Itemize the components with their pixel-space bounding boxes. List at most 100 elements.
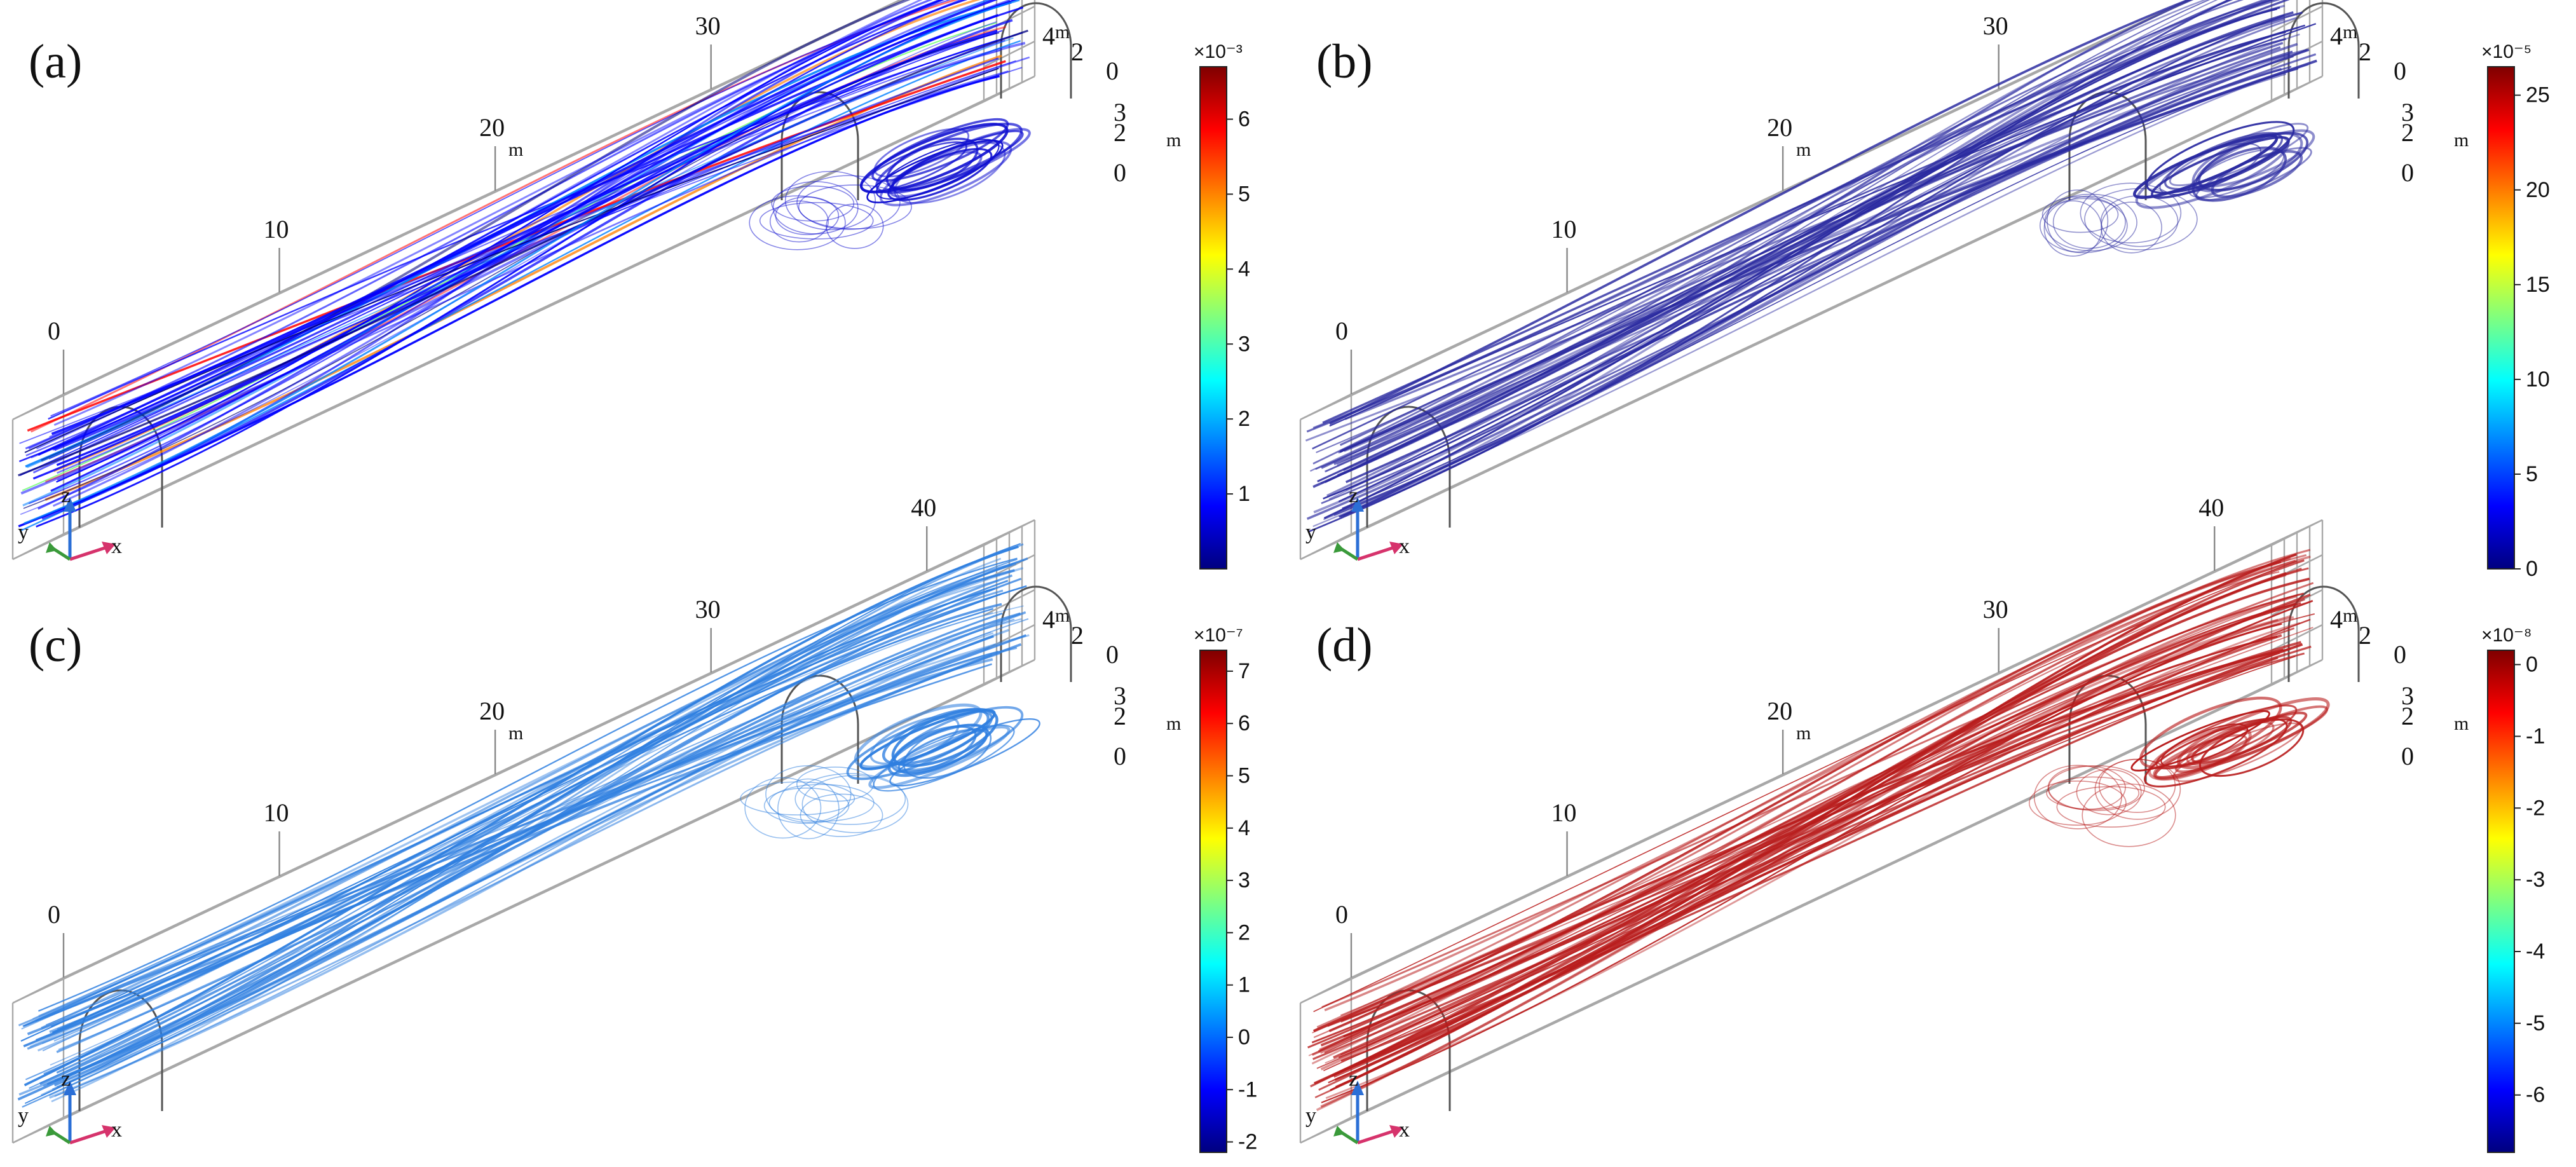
streamline [1315, 55, 2294, 470]
z-tick-label: 2 [2401, 118, 2414, 147]
colorbar: ×10⁻⁸ 0 -1 -2 -3 -4 -5 -6 [2481, 625, 2545, 1153]
y-tick-label: 2 [2359, 621, 2371, 650]
axis-triad: z x y [18, 484, 122, 561]
y-axis-unit: m [2343, 22, 2357, 43]
streamline [1320, 575, 2287, 1054]
recirculation-loop [784, 170, 876, 231]
z-tick-label: 0 [1114, 742, 1126, 770]
streamline [51, 652, 1001, 1091]
z-tick-label: 2 [1114, 702, 1126, 730]
y-tick-label: 4 [1042, 605, 1055, 634]
streamline [1338, 24, 2306, 503]
colorbar-tick-label: -2 [2526, 796, 2545, 820]
streamline [27, 60, 1006, 432]
y-axis-letter: y [18, 1104, 29, 1128]
z-tick-label: 3 [2401, 98, 2414, 126]
streamline [1329, 23, 2317, 427]
x-axis-unit: m [508, 723, 523, 744]
streamline [53, 0, 945, 427]
recirculation-loop [794, 773, 906, 825]
z-axis-unit: m [2454, 713, 2469, 734]
colorbar: ×10⁻⁵ 25 20 15 10 5 0 [2481, 41, 2550, 581]
colorbar-tick-label: -1 [2526, 724, 2545, 748]
y-arrow-head [1333, 542, 1345, 553]
colorbar-tick-label: -6 [2526, 1083, 2545, 1107]
streamlines [1305, 0, 2317, 533]
colorbar-tick-label: 2 [1238, 920, 1250, 945]
streamline [24, 0, 1020, 524]
colorbar-tick-label: 7 [1238, 659, 1250, 683]
y-axis-unit: m [1055, 605, 1070, 626]
recirculation-loop [873, 128, 970, 178]
streamline [57, 56, 1030, 474]
y-axis-letter: y [18, 521, 29, 544]
streamline [1328, 0, 2218, 500]
colorbar-tick-label: 2 [1238, 407, 1250, 431]
axis-triad: z x y [1305, 484, 1410, 561]
streamline [1342, 53, 2317, 472]
streamline [1323, 655, 2296, 1072]
domain-box [1299, 0, 2324, 561]
x-tick-label: 20 [1767, 113, 1792, 142]
x-tick-label: 20 [479, 113, 505, 142]
x-tick-label: 20 [479, 697, 505, 725]
x-arrow-head [102, 542, 116, 554]
streamline [39, 612, 1021, 1086]
colorbar-gradient [1199, 66, 1227, 570]
y-tick-label: 0 [1106, 640, 1119, 669]
streamline [1320, 618, 2279, 1071]
x-arrow [1357, 546, 1393, 561]
colorbar-gradient [1199, 650, 1227, 1153]
recirculation-loop [2084, 188, 2198, 250]
recirculation-loop [801, 775, 909, 833]
streamline [1312, 11, 2294, 488]
tunnel-outline [78, 2, 1072, 528]
z-tick-label: 0 [2401, 158, 2414, 187]
colorbar-tick-label: 0 [2526, 653, 2538, 677]
colorbar-tick-label: 1 [1238, 973, 1250, 997]
streamline [1321, 41, 2284, 469]
colorbar-gradient [2487, 66, 2515, 570]
colorbar: ×10⁻⁷ 7 6 5 4 3 2 1 0 -1 -2 [1194, 625, 1257, 1154]
z-axis-letter: z [61, 1067, 71, 1091]
streamline [1339, 17, 2298, 512]
colorbar-tick-label: 4 [1238, 257, 1250, 281]
x-arrow-head [1389, 1125, 1403, 1138]
z-axis-unit: m [1166, 713, 1181, 734]
z-axis-unit: m [2454, 130, 2469, 151]
z-axis-letter: z [1349, 484, 1358, 507]
streamline [1312, 627, 2314, 1034]
recirculation-loop [2195, 147, 2312, 201]
streamline [56, 611, 1026, 1053]
streamline [1316, 0, 2275, 453]
recirculation-loop [796, 767, 875, 802]
recirculation-loop [777, 778, 840, 840]
colorbar-multiplier: ×10⁻³ [1194, 41, 1243, 62]
streamline [53, 603, 1002, 1087]
x-axis-ticks: 0 10 20 30 40 [1335, 493, 2224, 978]
colorbar-tick-label: 6 [1238, 711, 1250, 735]
colorbar-multiplier: ×10⁻⁵ [2481, 41, 2532, 62]
x-tick-label: 0 [1335, 317, 1348, 345]
recirculation-loop [796, 175, 901, 230]
x-tick-label: 40 [2198, 493, 2224, 522]
streamline [1333, 0, 2275, 495]
streamline [1336, 53, 2291, 467]
colorbar-tick-label: -2 [1238, 1130, 1257, 1154]
streamline [1309, 15, 2285, 533]
streamline [1320, 641, 2301, 1047]
streamline [1329, 0, 2192, 425]
z-tick-label: 2 [2401, 702, 2414, 730]
streamline [49, 629, 1010, 1099]
streamline [41, 562, 1017, 1030]
y-axis-unit: m [1055, 22, 1070, 43]
recirculation-loop [859, 123, 1009, 194]
x-tick-label: 10 [1551, 798, 1577, 827]
z-tick-label: 3 [1114, 98, 1126, 126]
colorbar-tick-label: 5 [1238, 182, 1250, 206]
recirculation-loop [2039, 198, 2128, 254]
z-tick-label: 3 [1114, 681, 1126, 710]
y-tick-label: 4 [2330, 605, 2343, 634]
z-arrow-head [1351, 497, 1364, 512]
axis-triad: z x y [1305, 1067, 1410, 1145]
